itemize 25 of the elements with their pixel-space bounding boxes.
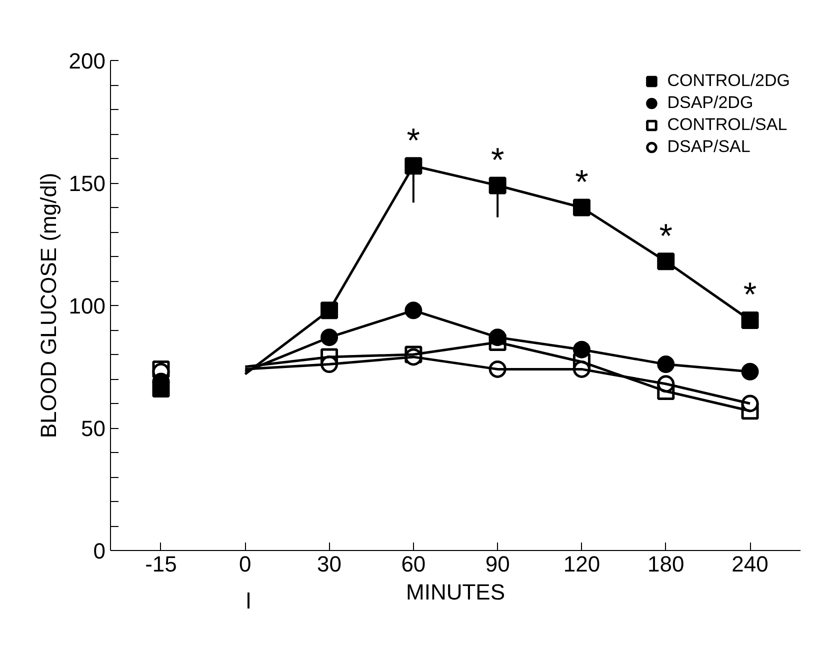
annotation: *	[743, 276, 757, 314]
legend-label: DSAP/2DG	[667, 93, 754, 113]
x-tick-label: 240	[732, 552, 768, 576]
legend-label: CONTROL/2DG	[667, 71, 790, 91]
point	[741, 311, 759, 329]
y-axis-title: BLOOD GLUCOSE (mg/dl)	[36, 172, 61, 438]
x-tick-label: -15	[145, 552, 177, 576]
point	[741, 362, 759, 380]
annotation: *	[406, 122, 420, 160]
x-tick-label: 90	[485, 552, 510, 576]
y-tick-label: 100	[68, 294, 106, 318]
y-tick-label: 200	[68, 48, 106, 74]
legend-label: CONTROL/SAL	[667, 115, 788, 135]
x-tick-label: 180	[648, 552, 684, 576]
annotation: *	[659, 217, 672, 256]
x-tick-label: 0	[239, 552, 252, 576]
x-tick-label: 60	[401, 552, 426, 576]
y-tick-label: 150	[68, 171, 106, 196]
x-tick-label: 30	[317, 552, 342, 576]
annotation: *	[575, 164, 588, 202]
annotation: *	[490, 141, 504, 180]
x-axis-title: MINUTES	[406, 580, 505, 604]
legend-label: DSAP/SAL	[667, 137, 750, 157]
y-tick-label: 50	[81, 416, 106, 441]
x-tick-label: 120	[563, 552, 600, 576]
